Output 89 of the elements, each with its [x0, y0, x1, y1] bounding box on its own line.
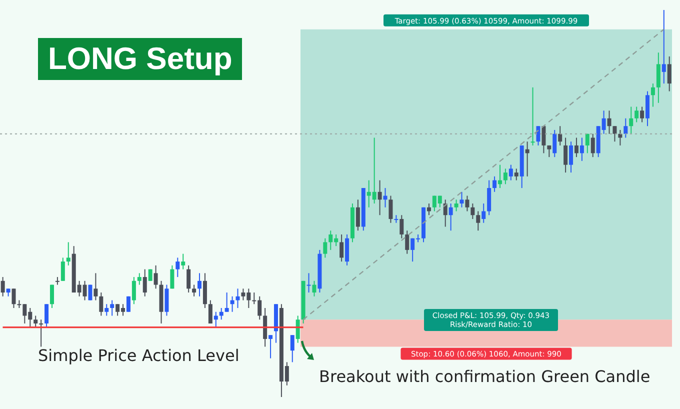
candlestick	[656, 52, 660, 104]
candlestick	[306, 272, 311, 294]
candlestick	[55, 276, 60, 286]
candlestick	[650, 83, 655, 108]
candlestick	[137, 272, 142, 286]
candlestick	[176, 257, 180, 278]
candlestick	[514, 168, 518, 181]
ref-line-label: Simple Price Action Level	[38, 346, 240, 365]
candlestick	[230, 296, 234, 312]
candlestick	[198, 272, 202, 297]
candlestick	[268, 334, 273, 359]
candlestick	[345, 234, 350, 266]
candlestick	[564, 137, 568, 174]
candlestick	[558, 126, 562, 146]
candlestick	[634, 106, 639, 123]
candlestick	[498, 164, 502, 189]
candlestick	[88, 284, 92, 301]
candlestick	[580, 137, 584, 162]
candlestick	[590, 133, 595, 158]
candlestick	[646, 90, 650, 127]
annotation: Breakout with confirmation Green Candle	[319, 367, 652, 386]
candlestick	[164, 284, 169, 316]
candlestick	[44, 304, 49, 328]
candlestick	[460, 191, 464, 208]
candlestick	[383, 188, 388, 208]
candlestick	[104, 304, 109, 316]
candlestick	[454, 199, 458, 212]
candlestick	[482, 203, 486, 224]
candlestick	[202, 272, 207, 308]
candlestick	[290, 334, 294, 363]
candlestick	[66, 242, 70, 266]
candlestick	[388, 195, 393, 224]
candlestick	[405, 230, 410, 254]
text: LONG Setup	[38, 38, 242, 80]
candlestick	[525, 141, 530, 177]
candlestick	[132, 276, 136, 305]
candlestick	[624, 118, 628, 138]
candlestick	[394, 214, 398, 224]
candlestick	[448, 203, 453, 232]
candlestick	[110, 300, 114, 316]
candlestick	[667, 56, 672, 92]
candlestick	[536, 126, 540, 146]
candlestick	[296, 315, 300, 344]
candlestick	[263, 307, 268, 348]
candlestick	[400, 214, 404, 239]
candlestick	[508, 164, 513, 181]
candlestick	[208, 300, 212, 324]
candlestick	[99, 292, 104, 316]
candlestick	[340, 234, 344, 262]
candlestick	[426, 203, 431, 216]
candlestick	[585, 133, 590, 154]
candlestick	[34, 315, 38, 328]
candlestick	[662, 10, 666, 84]
candlestick	[552, 129, 557, 158]
candlestick	[323, 238, 328, 258]
candlestick	[192, 284, 196, 297]
candlestick	[612, 126, 617, 142]
candlestick	[542, 126, 546, 154]
candlestick	[640, 106, 644, 123]
candlestick	[126, 296, 130, 312]
candlestick	[574, 137, 578, 158]
candlestick	[60, 257, 65, 282]
candlestick	[214, 311, 218, 328]
candlestick	[39, 319, 44, 348]
candlestick	[154, 264, 158, 290]
candlestick	[236, 288, 240, 308]
candlestick	[356, 199, 360, 232]
candlestick	[142, 268, 147, 297]
candlestick	[607, 110, 612, 134]
candlestick	[569, 141, 574, 174]
candlestick	[530, 86, 535, 146]
candlestick	[476, 210, 480, 232]
candlestick	[629, 106, 634, 134]
candlestick	[503, 168, 508, 185]
candlestick	[465, 195, 470, 212]
candlestick	[219, 307, 224, 320]
candlestick	[470, 203, 475, 220]
candlestick	[94, 272, 98, 301]
candlestick	[492, 176, 497, 192]
candlestick	[186, 264, 191, 294]
candlestick	[487, 180, 492, 216]
candlestick	[170, 264, 174, 290]
candlestick	[12, 288, 16, 308]
candlestick	[181, 253, 186, 270]
candlestick	[224, 292, 229, 312]
candlestick	[378, 180, 382, 216]
candlestick	[312, 280, 316, 297]
candlestick	[50, 284, 54, 308]
candlestick	[0, 276, 5, 297]
